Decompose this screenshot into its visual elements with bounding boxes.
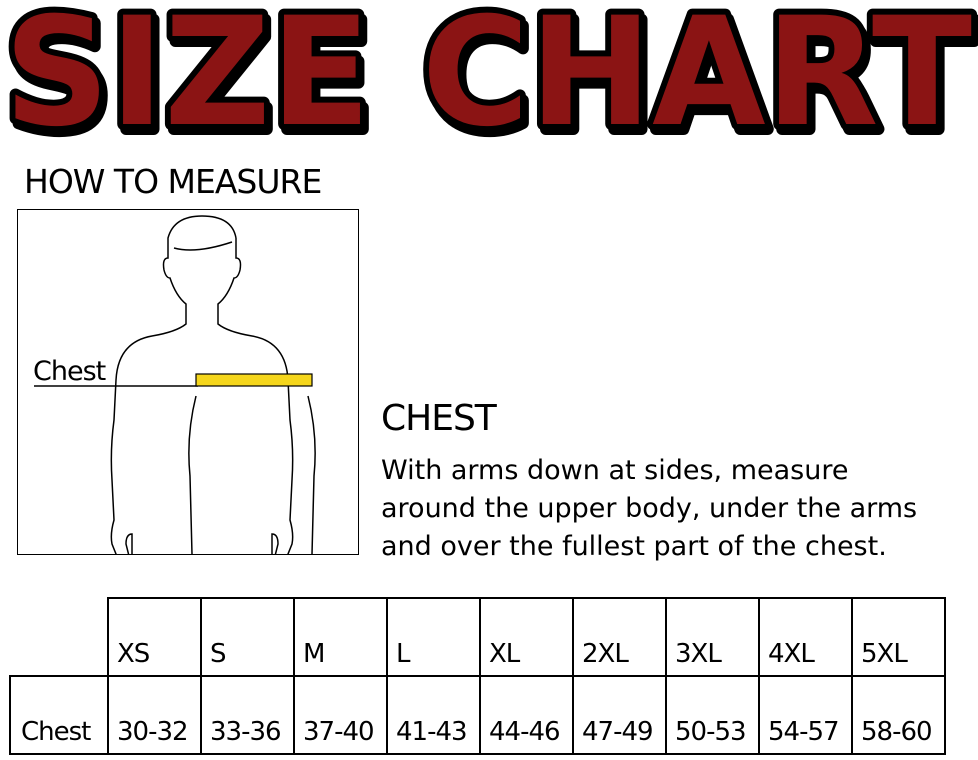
empty-corner-cell	[10, 598, 108, 676]
description-line: and over the fullest part of the chest.	[381, 531, 887, 562]
chest-row: Chest 30-32 33-36 37-40 41-43 44-46 47-4…	[9, 675, 946, 755]
chest-value-cell: 47-49	[572, 675, 667, 755]
chest-value-cell: 41-43	[386, 675, 481, 755]
chest-value-cell: 37-40	[293, 675, 388, 755]
chest-figure-label: Chest	[33, 356, 106, 387]
chest-value-cell: 58-60	[851, 675, 946, 755]
description-line: With arms down at sides, measure	[381, 455, 849, 486]
size-header-cell: 2XL	[572, 597, 667, 677]
size-header-cell: L	[386, 597, 481, 677]
chest-value-cell: 54-57	[758, 675, 853, 755]
size-chart-title-logo: SIZE CHART	[0, 0, 978, 144]
how-to-measure-heading: HOW TO MEASURE	[24, 162, 322, 201]
size-table: XS S M L XL 2XL 3XL 4XL 5XL Chest 30-32 …	[9, 597, 946, 755]
chest-value-cell: 30-32	[107, 675, 202, 755]
chest-heading: CHEST	[381, 398, 497, 439]
chest-value-cell: 33-36	[200, 675, 295, 755]
row-label-chest: Chest	[9, 675, 109, 755]
size-header-cell: 5XL	[851, 597, 946, 677]
chest-description: With arms down at sides, measure around …	[381, 452, 978, 566]
body-outline-illustration: Chest	[33, 215, 316, 594]
size-header-cell: 3XL	[665, 597, 760, 677]
chest-value-cell: 50-53	[665, 675, 760, 755]
size-header-cell: 4XL	[758, 597, 853, 677]
measure-figure: Chest	[17, 209, 359, 594]
description-line: around the upper body, under the arms	[381, 493, 918, 524]
size-header-cell: S	[200, 597, 295, 677]
size-header-row: XS S M L XL 2XL 3XL 4XL 5XL	[10, 597, 946, 677]
size-header-cell: XL	[479, 597, 574, 677]
size-header-cell: XS	[107, 597, 202, 677]
title-text: SIZE CHART	[4, 0, 972, 144]
size-header-cell: M	[293, 597, 388, 677]
measuring-tape	[195, 373, 313, 387]
chest-value-cell: 44-46	[479, 675, 574, 755]
